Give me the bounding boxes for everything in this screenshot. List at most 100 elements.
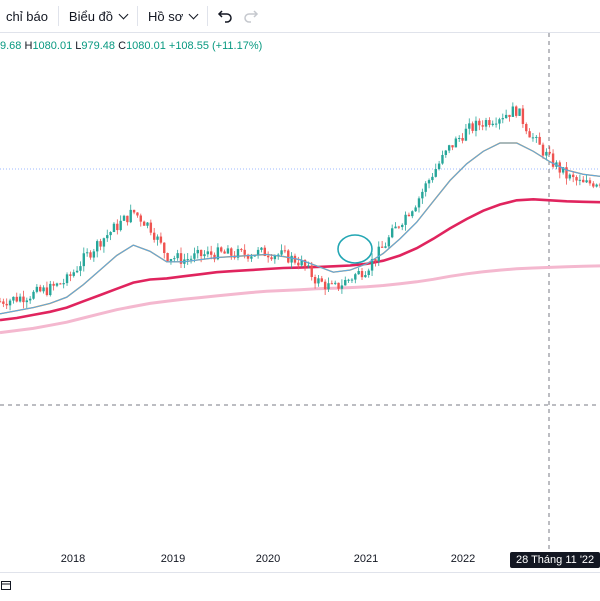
candle-body — [592, 183, 595, 187]
candle-body — [350, 279, 354, 281]
candle-body — [417, 198, 421, 208]
candle-body — [236, 249, 240, 258]
candle-body — [404, 214, 407, 225]
ohlc-low-label: L — [75, 40, 82, 52]
candle-body — [12, 296, 15, 301]
candle-body — [498, 119, 501, 124]
candle-body — [323, 281, 327, 290]
candle-body — [518, 108, 521, 116]
candle-body — [122, 215, 126, 221]
candle-body — [280, 250, 283, 255]
candle-body — [548, 151, 551, 154]
candle-body — [209, 251, 213, 255]
candle-body — [25, 300, 29, 303]
annotation-ellipse — [337, 234, 373, 264]
candle-body — [565, 167, 568, 179]
candle-body — [317, 278, 320, 284]
candle-body — [468, 123, 471, 129]
candle-body — [364, 275, 367, 278]
candle-body — [347, 279, 350, 281]
ohlc-high-label: H — [24, 40, 33, 52]
candle-body — [132, 209, 136, 213]
chart-menu-button[interactable]: Biểu đồ — [63, 0, 133, 32]
candle-body — [226, 248, 230, 254]
candle-body — [484, 120, 488, 127]
candle-body — [156, 236, 159, 240]
candle-body — [491, 123, 494, 126]
candle-body — [246, 254, 250, 259]
candle-body — [196, 249, 199, 254]
candle-body — [357, 270, 360, 275]
indicators-button[interactable]: chỉ báo — [0, 0, 54, 32]
candle-body — [501, 118, 504, 120]
toolbar-divider — [137, 6, 139, 26]
candle-body — [149, 222, 153, 233]
candle-body — [109, 232, 112, 236]
candle-body — [478, 120, 481, 126]
candle-body — [541, 144, 545, 156]
candle-body — [72, 272, 75, 276]
candle-body — [112, 223, 116, 233]
candle-body — [28, 298, 32, 301]
candle-body — [169, 259, 173, 261]
candle-body — [578, 179, 582, 181]
profile-menu-label: Hồ sơ — [148, 8, 184, 24]
candle-body — [0, 301, 2, 303]
candle-body — [588, 180, 592, 184]
candle-body — [256, 249, 260, 256]
x-tick-label: 2020 — [255, 553, 281, 565]
candle-body — [173, 258, 176, 260]
candle-body — [62, 283, 65, 285]
candle-body — [297, 262, 300, 266]
candle-body — [407, 214, 411, 217]
candle-body — [337, 282, 340, 289]
profile-menu-button[interactable]: Hồ sơ — [142, 0, 203, 32]
undo-button[interactable] — [212, 3, 238, 29]
ohlc-high: 1080.01 — [32, 40, 73, 52]
candle-body — [411, 211, 414, 217]
candle-body — [240, 249, 243, 251]
ohlc-change: +108.55 (+11.17%) — [168, 40, 263, 52]
candle-body — [390, 228, 394, 238]
candle-body — [223, 251, 226, 254]
chevron-down-icon — [188, 9, 199, 20]
candle-body — [575, 177, 578, 181]
candle-body — [18, 296, 22, 302]
candle-body — [320, 278, 323, 282]
candle-body — [303, 260, 307, 267]
candle-body — [283, 250, 287, 252]
chart-menu-label: Biểu đồ — [68, 8, 114, 24]
candle-body — [300, 260, 303, 266]
candle-body — [199, 249, 203, 257]
candle-body — [65, 274, 69, 284]
candle-body — [82, 253, 85, 267]
candle-body — [504, 114, 508, 119]
candle-body — [525, 124, 528, 132]
candle-body — [42, 287, 45, 292]
candle-body — [471, 123, 474, 131]
candle-body — [377, 246, 380, 262]
candle-body — [189, 258, 193, 260]
candle-body — [89, 252, 92, 258]
candle-body — [401, 224, 404, 228]
candle-body — [216, 247, 220, 260]
candle-body — [52, 283, 55, 286]
ohlc-close: 1080.01 — [126, 40, 166, 52]
candle-body — [474, 120, 478, 131]
x-tick-label: 2021 — [353, 553, 379, 565]
ma-pink-line — [0, 264, 600, 335]
calendar-icon[interactable] — [1, 580, 11, 590]
price-chart[interactable] — [0, 33, 600, 571]
candle-body — [142, 221, 146, 226]
redo-button[interactable] — [238, 3, 264, 29]
candle-body — [582, 179, 585, 183]
candle-body — [370, 259, 374, 271]
candle-body — [266, 255, 270, 258]
candle-body — [310, 265, 313, 278]
candle-body — [2, 301, 5, 304]
candle-body — [260, 247, 263, 250]
candle-body — [397, 226, 401, 228]
candle-body — [270, 257, 273, 260]
candle-body — [330, 283, 334, 285]
chevron-down-icon — [118, 9, 129, 20]
